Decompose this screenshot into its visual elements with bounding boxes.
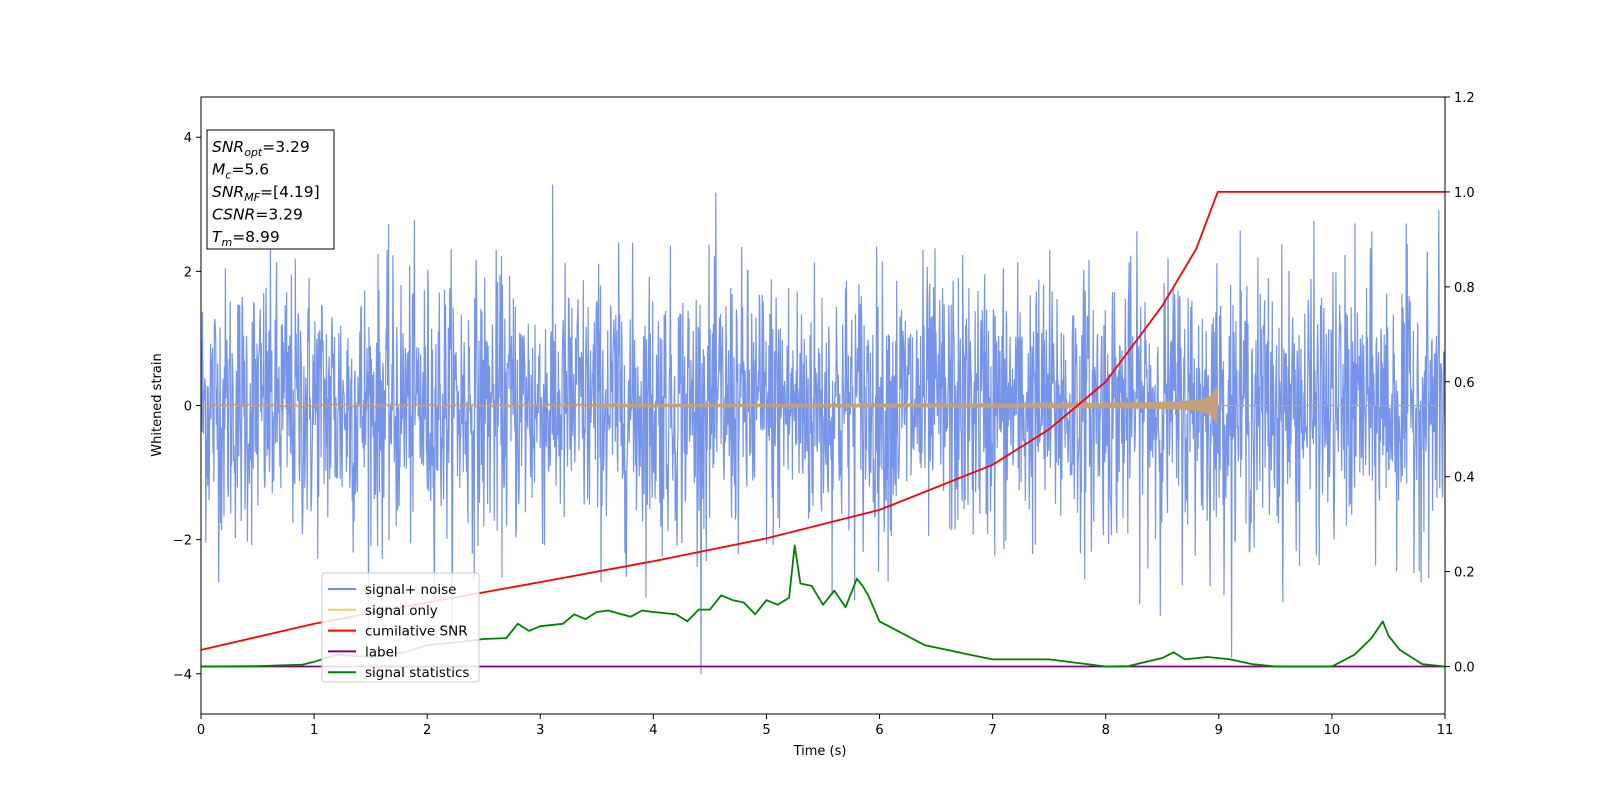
- info-line: Mc=5.6: [212, 161, 269, 182]
- y-tick-label: 4: [184, 131, 192, 146]
- legend: signal+ noise signal only cumilative SNR la…: [321, 572, 480, 683]
- signal-noise-series: [201, 184, 1445, 675]
- y2-tick-label: 1.2: [1454, 91, 1475, 106]
- x-tick-label: 6: [875, 723, 883, 738]
- x-tick-label: 1: [310, 723, 318, 738]
- y-axis-right: 1.2 1.0 0.8 0.6 0.4 0.2 0.0: [1445, 91, 1475, 676]
- signal-only-series: [201, 386, 1445, 425]
- x-tick-label: 5: [762, 723, 770, 738]
- signal-statistics-line: [201, 544, 1445, 668]
- y-axis-label: Whitened strain: [150, 353, 165, 456]
- signal-noise-line: [201, 184, 1445, 675]
- legend-label: signal only: [365, 603, 438, 619]
- x-tick-label: 3: [536, 723, 544, 738]
- legend-label: signal statistics: [365, 665, 469, 681]
- y2-tick-label: 0.8: [1454, 281, 1475, 296]
- y2-tick-label: 0.2: [1454, 566, 1475, 581]
- x-tick-label: 8: [1102, 723, 1110, 738]
- legend-label: signal+ noise: [365, 582, 456, 598]
- x-tick-label: 4: [649, 723, 657, 738]
- x-tick-label: 0: [197, 723, 205, 738]
- x-axis-label: Time (s): [793, 744, 847, 759]
- y2-tick-label: 0.6: [1454, 376, 1475, 391]
- y-tick-label: −2: [173, 534, 192, 549]
- y-tick-label: 2: [184, 265, 192, 280]
- x-axis: 0 1 2 3 4 5 6 7 8 9 10 11: [197, 714, 1453, 738]
- info-line: SNRopt=3.29: [212, 138, 310, 159]
- info-line: CSNR=3.29: [212, 206, 303, 224]
- y-axis-left: 4 2 0 −2 −4: [173, 131, 201, 683]
- y2-tick-label: 0.0: [1454, 661, 1475, 676]
- x-tick-label: 11: [1437, 723, 1454, 738]
- y2-tick-label: 0.4: [1454, 471, 1475, 486]
- y2-tick-label: 1.0: [1454, 186, 1475, 201]
- x-tick-label: 9: [1215, 723, 1223, 738]
- x-tick-label: 10: [1324, 723, 1341, 738]
- y-tick-label: −4: [173, 668, 192, 683]
- info-line: SNRMF=[4.19]: [212, 183, 320, 204]
- signal-only-envelope: [596, 386, 1218, 425]
- x-tick-label: 2: [423, 723, 431, 738]
- legend-label: cumilative SNR: [365, 624, 468, 640]
- y-tick-label: 0: [184, 400, 192, 415]
- legend-label: label: [365, 644, 398, 660]
- x-tick-label: 7: [988, 723, 996, 738]
- info-line: Tm=8.99: [212, 228, 280, 249]
